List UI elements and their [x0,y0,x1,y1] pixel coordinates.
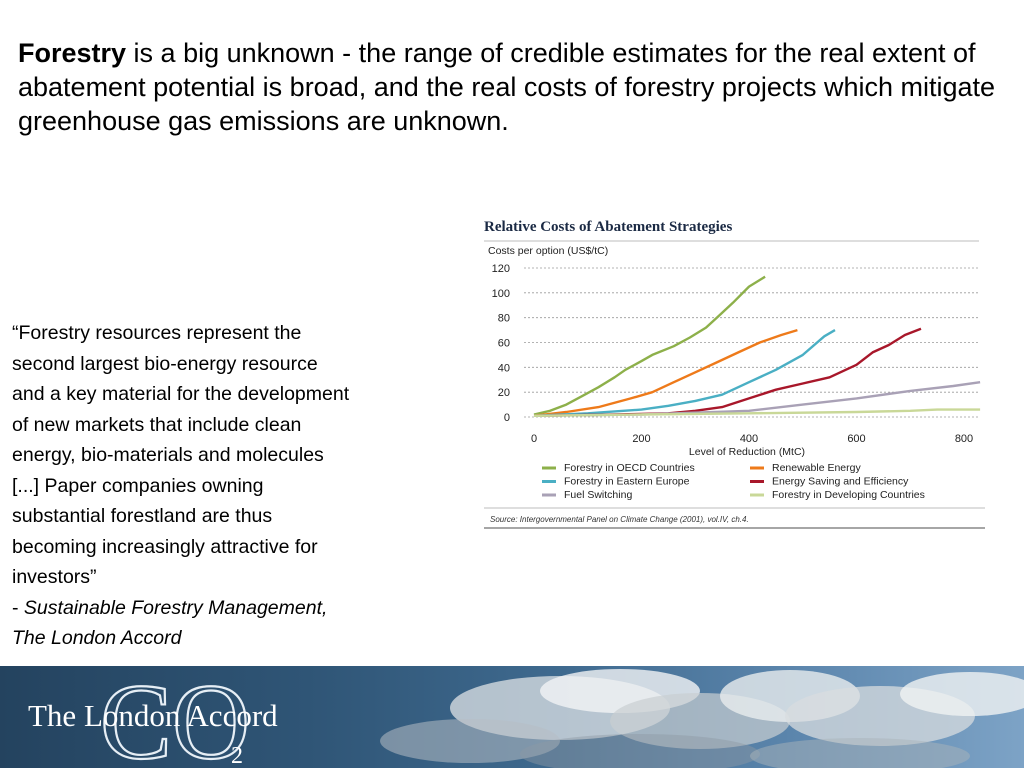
sky-clouds [380,669,1024,768]
chart-title: Relative Costs of Abatement Strategies [484,219,732,235]
x-tick-label: 200 [632,433,650,445]
x-axis-label: Level of Reduction (MtC) [689,446,805,458]
series-line [533,327,922,417]
quote-line: second largest bio-energy resource [12,352,318,375]
series-line [533,329,836,417]
x-tick-label: 400 [740,433,758,445]
legend-label: Energy Saving and Efficiency [772,476,909,488]
logo-brand-text: The London Accord [28,698,278,733]
quote-line: [...] Paper companies owning [12,474,264,497]
quote-line: “Forestry resources represent the [12,322,302,344]
y-tick-label: 60 [498,338,510,350]
attribution-dash: - [12,596,24,619]
x-tick-label: 600 [847,433,865,445]
quote-line: substantial forestland are thus [12,505,273,527]
quote-line: and a key material for the development [12,383,350,405]
y-tick-label: 80 [498,313,510,325]
quote-line: becoming increasingly attractive for [12,535,318,558]
y-axis-label: Costs per option (US$/tC) [488,245,608,257]
intro-text: is a big unknown - the range of credible… [18,38,996,136]
quote-line: investors” [12,566,97,588]
y-tick-labels: 0 20 40 60 80 100 120 [492,263,510,424]
footer-banner: CO The London Accord 2 [0,666,1024,768]
y-tick-label: 120 [492,263,510,275]
x-tick-label: 800 [955,433,973,445]
x-tick-labels: 0 200 400 600 800 [531,433,973,445]
y-tick-label: 20 [498,387,510,399]
london-accord-logo: CO The London Accord 2 [28,666,278,768]
y-tick-label: 0 [504,412,510,424]
intro-lead: Forestry [18,38,127,68]
logo-subscript: 2 [231,743,243,768]
y-tick-label: 40 [498,362,510,374]
quote-block: “Forestry resources represent the second… [12,318,457,654]
attribution-source: Sustainable Forestry Management, [23,596,328,619]
legend-label: Forestry in OECD Countries [564,462,695,474]
series-line [533,275,766,416]
legend-label: Forestry in Eastern Europe [564,476,690,488]
y-tick-label: 100 [492,288,510,300]
x-tick-label: 0 [531,433,537,445]
chart-source: Source: Intergovernmental Panel on Clima… [490,515,749,524]
grid-lines [524,267,979,418]
quote-line: energy, bio-materials and molecules [12,444,324,466]
legend-label: Fuel Switching [564,489,632,501]
abatement-cost-chart: Relative Costs of Abatement Strategies C… [484,219,985,529]
legend-label: Forestry in Developing Countries [772,489,925,501]
series-line [533,408,981,417]
intro-paragraph: Forestry is a big unknown - the range of… [18,36,1008,138]
legend-label: Renewable Energy [772,462,861,474]
quote-attribution: - Sustainable Forestry Management, [12,593,457,624]
legend: Forestry in OECD Countries Renewable Ener… [542,462,925,501]
quote-line: of new markets that include clean [12,413,302,436]
attribution-source-line2: The London Accord [12,627,182,649]
logo-co-mark: CO [100,666,250,768]
series-line [533,328,798,417]
series-lines [533,275,981,417]
